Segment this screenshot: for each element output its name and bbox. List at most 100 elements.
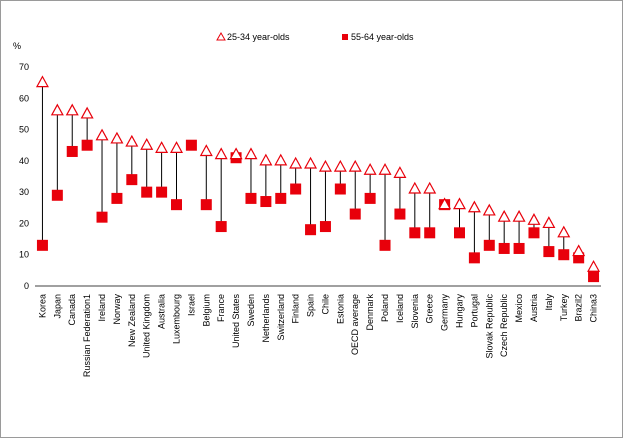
marker-25-34-france	[214, 147, 228, 160]
marker-25-34-austria	[527, 213, 541, 225]
marker-55-64-finland	[290, 183, 302, 195]
marker-55-64-estonia	[334, 183, 346, 195]
category-label-switzerland: Switzerland	[276, 294, 286, 341]
y-tick-label-40: 40	[19, 156, 29, 166]
category-label-finland: Finland	[291, 294, 301, 324]
marker-55-64-oecd-average	[349, 208, 361, 220]
marker-25-34-portugal	[467, 200, 481, 213]
legend-square-marker	[342, 34, 348, 40]
y-tick-label-0: 0	[24, 281, 29, 291]
marker-25-34-greece	[423, 181, 437, 194]
marker-55-64-czech-republic	[498, 242, 510, 254]
y-tick-label-70: 70	[19, 62, 29, 72]
marker-25-34-luxembourg	[169, 141, 184, 153]
marker-25-34-czech-republic	[497, 209, 511, 222]
y-tick-label-50: 50	[19, 125, 29, 135]
marker-25-34-japan	[50, 103, 64, 116]
category-label-united-kingdom: United Kingdom	[142, 294, 152, 358]
category-label-mexico: Mexico	[514, 294, 524, 323]
category-label-brazil2: Brazil2	[574, 294, 584, 322]
marker-55-64-brazil2	[573, 252, 585, 264]
marker-25-34-brazil2	[572, 244, 586, 257]
marker-25-34-belgium	[199, 144, 213, 157]
category-label-portugal: Portugal	[469, 294, 479, 328]
marker-25-34-sweden	[244, 147, 258, 160]
marker-25-34-australia	[155, 141, 169, 153]
marker-55-64-korea	[36, 239, 48, 251]
marker-25-34-slovenia	[408, 181, 422, 194]
marker-25-34-new-zealand	[125, 134, 139, 147]
category-label-spain: Spain	[306, 294, 316, 317]
y-tick-label-60: 60	[19, 93, 29, 103]
category-label-russian-federation1: Russian Federation1	[82, 294, 92, 377]
legend-item-series-1: 25-34 year-olds	[216, 31, 290, 42]
category-label-denmark: Denmark	[365, 294, 375, 331]
legend-triangle-marker	[216, 31, 226, 41]
category-label-iceland: Iceland	[395, 294, 405, 323]
category-label-france: France	[216, 294, 226, 322]
marker-25-34-italy	[542, 216, 556, 229]
category-label-canada: Canada	[67, 294, 77, 326]
category-label-chile: Chile	[320, 294, 330, 315]
category-label-estonia: Estonia	[335, 294, 345, 324]
category-label-united-states: United States	[231, 294, 241, 349]
marker-25-34-denmark	[363, 162, 377, 175]
category-label-austria: Austria	[529, 294, 539, 322]
y-tick-label-20: 20	[19, 218, 29, 228]
legend-label-55-64: 55-64 year-olds	[351, 32, 414, 42]
marker-25-34-turkey	[557, 225, 571, 238]
category-label-israel: Israel	[186, 294, 196, 316]
y-tick-label-10: 10	[19, 250, 29, 260]
y-tick-label-30: 30	[19, 187, 29, 197]
category-label-ireland: Ireland	[97, 294, 107, 322]
marker-55-64-new-zealand	[126, 174, 138, 186]
category-label-poland: Poland	[380, 294, 390, 322]
marker-55-64-denmark	[364, 192, 376, 204]
legend-item-series-2: 55-64 year-olds	[342, 32, 414, 42]
marker-55-64-sweden	[245, 192, 257, 204]
marker-25-34-switzerland	[274, 153, 288, 166]
category-label-slovenia: Slovenia	[410, 294, 420, 329]
marker-25-34-united-kingdom	[140, 137, 154, 150]
chart-legend: 25-34 year-olds 55-64 year-olds	[216, 31, 414, 42]
category-label-belgium: Belgium	[201, 294, 211, 327]
marker-25-34-chile	[318, 159, 332, 172]
marker-55-64-iceland	[394, 208, 406, 220]
category-label-luxembourg: Luxembourg	[172, 294, 182, 344]
marker-25-34-spain	[304, 156, 318, 169]
marker-25-34-iceland	[393, 166, 407, 178]
category-label-italy: Italy	[544, 294, 554, 311]
marker-25-34-slovak-republic	[482, 203, 496, 216]
category-label-slovak-republic: Slovak Republic	[484, 294, 494, 359]
marker-25-34-netherlands	[259, 153, 273, 166]
connector-lines	[41, 82, 595, 277]
marker-55-64-russian-federation1	[81, 139, 93, 151]
marker-25-34-germany	[438, 197, 452, 210]
marker-55-64-hungary	[454, 227, 465, 239]
category-label-hungary: Hungary	[455, 294, 465, 329]
marker-55-64-mexico	[513, 242, 525, 254]
category-label-japan: Japan	[52, 294, 62, 319]
marker-55-64-ireland	[96, 211, 108, 223]
marker-25-34-mexico	[512, 209, 526, 222]
marker-55-64-united-kingdom	[141, 186, 153, 198]
marker-25-34-finland	[289, 156, 303, 169]
marker-25-34-korea	[35, 75, 49, 88]
marker-55-64-norway	[111, 192, 123, 204]
marker-55-64-switzerland	[275, 192, 287, 204]
category-label-czech-republic: Czech Republic	[499, 294, 509, 358]
y-tick-labels: 0 10 20 30 40 50 60 70	[19, 62, 29, 291]
marker-25-34-russian-federation1	[80, 106, 94, 119]
marker-25-34-hungary	[452, 197, 467, 210]
marker-55-64-italy	[543, 246, 555, 258]
category-label-new-zealand: New Zealand	[127, 294, 137, 347]
marker-55-64-china3	[588, 271, 600, 283]
marker-55-64-luxembourg	[171, 199, 182, 211]
category-label-australia: Australia	[157, 294, 167, 329]
y-axis-unit-label: %	[13, 41, 21, 51]
marker-55-64-turkey	[558, 249, 570, 261]
marker-55-64-france	[215, 221, 227, 233]
marker-55-64-austria	[528, 227, 540, 239]
category-label-oecd-average: OECD average	[350, 294, 360, 355]
